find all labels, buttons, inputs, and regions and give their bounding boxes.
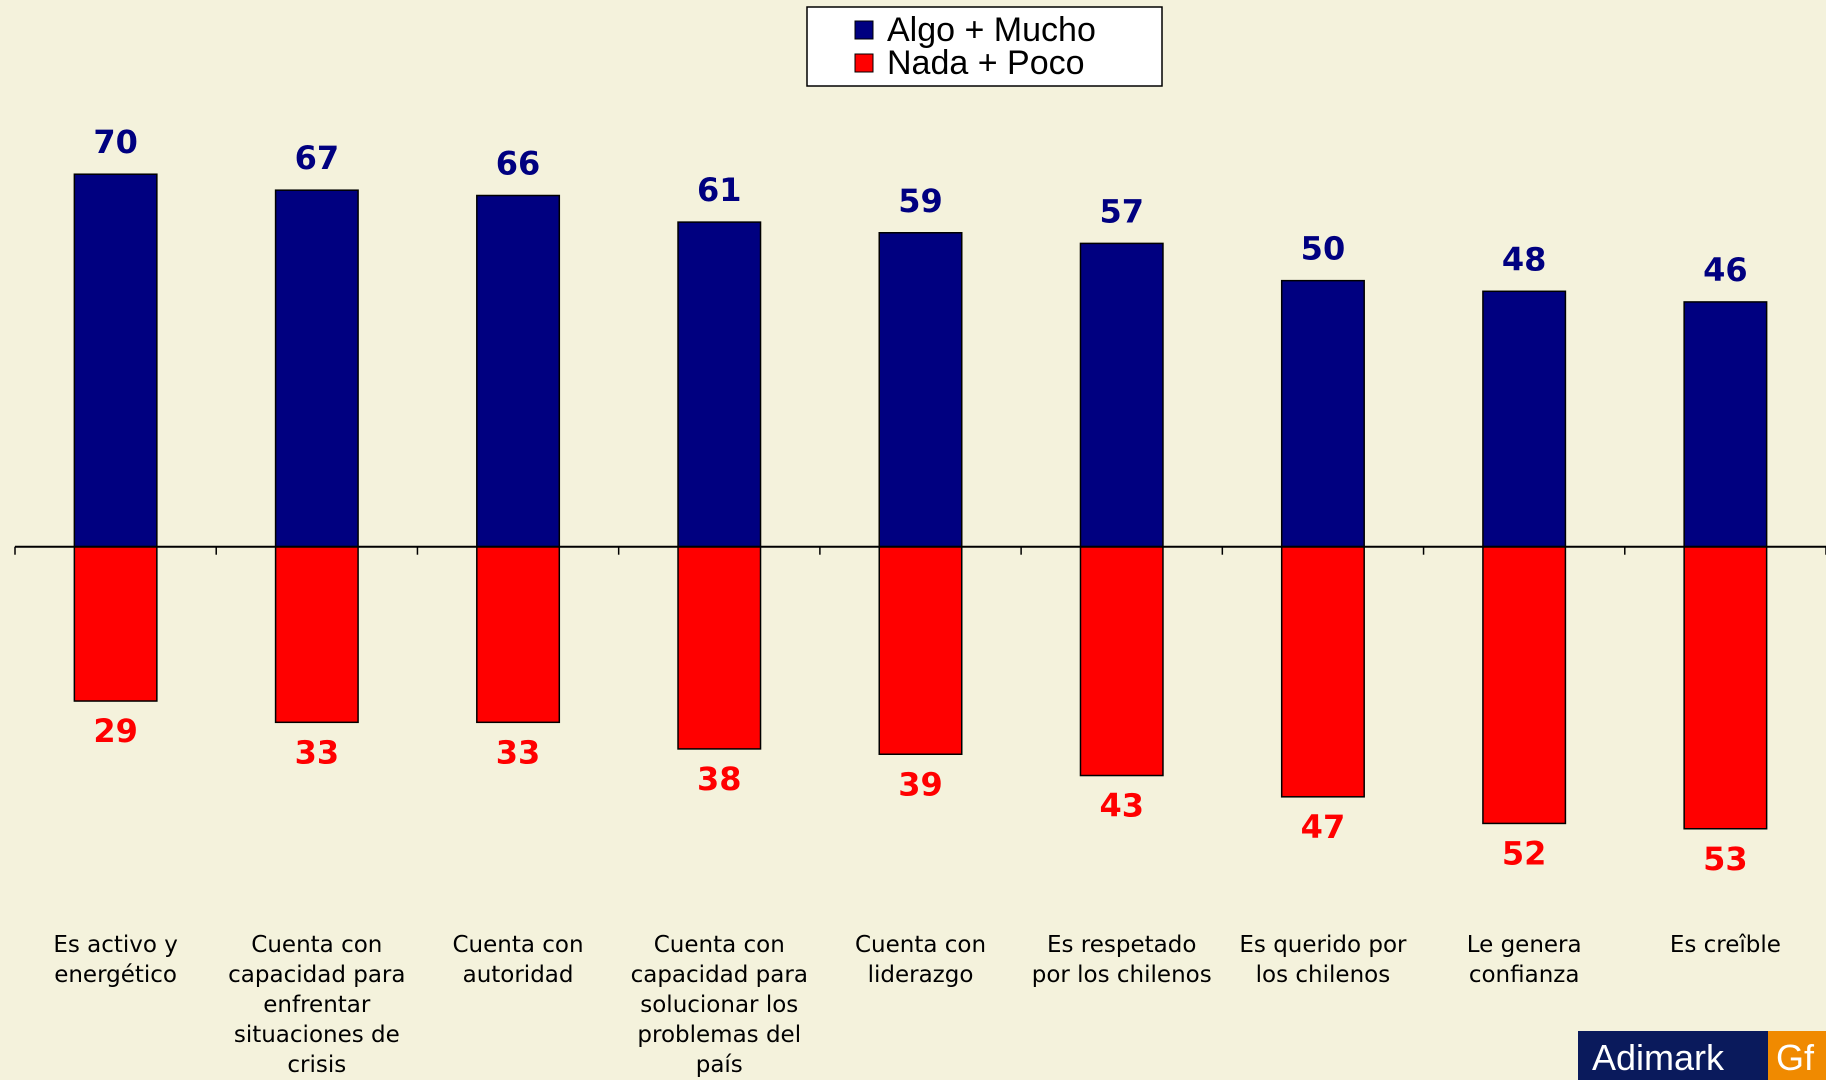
value-label: 48: [1502, 240, 1547, 278]
x-tick-label: Cuenta con autoridad: [452, 932, 584, 988]
bar: [1280, 545, 1365, 798]
bar: [476, 545, 561, 724]
x-tick-label: Es querido por los chilenos: [1239, 932, 1407, 988]
logo: Adimark Gf: [1578, 1031, 1826, 1080]
x-tick-label: Cuenta con capacidad para enfrentar situ…: [228, 932, 406, 1078]
value-label: 38: [697, 760, 742, 798]
legend-swatch: [854, 53, 874, 73]
logo-text: Gf: [1768, 1031, 1826, 1080]
value-label: 39: [898, 765, 943, 803]
logo-text: Adimark: [1592, 1037, 1725, 1078]
bar: [878, 232, 963, 548]
bar: [1280, 279, 1365, 548]
bar: [1079, 242, 1164, 548]
bar: [1482, 545, 1567, 825]
x-tick-label: Es creîble: [1669, 932, 1781, 958]
value-label: 57: [1099, 192, 1144, 230]
bar: [73, 173, 158, 548]
value-label: 29: [93, 712, 138, 750]
value-label: 52: [1502, 834, 1547, 872]
bar: [1079, 545, 1164, 777]
bar: [1683, 301, 1768, 548]
value-label: 50: [1301, 230, 1346, 268]
bar: [1683, 545, 1768, 830]
legend-label: Nada + Poco: [887, 44, 1085, 82]
value-label: 53: [1703, 840, 1748, 878]
value-label: 46: [1703, 251, 1748, 289]
legend-box: [806, 6, 1163, 87]
bar: [274, 189, 359, 548]
value-label: 59: [898, 182, 943, 220]
bar: [677, 221, 762, 548]
value-label: 33: [295, 733, 340, 771]
value-label: 43: [1099, 787, 1144, 825]
value-label: 47: [1301, 808, 1346, 846]
bar: [476, 194, 561, 548]
bar: [1482, 290, 1567, 548]
value-label: 33: [496, 733, 541, 771]
bar: [73, 545, 158, 702]
x-tick-label: Cuenta con liderazgo: [854, 932, 987, 988]
x-tick-label: Es respetado por los chilenos: [1031, 932, 1212, 988]
x-tick-label: Le genera confianza: [1466, 932, 1582, 988]
value-label: 67: [295, 139, 340, 177]
bar: [878, 545, 963, 756]
value-label: 70: [93, 123, 138, 161]
value-label: 66: [496, 145, 541, 183]
bar: [677, 545, 762, 750]
bar: [274, 545, 359, 724]
value-label: 61: [697, 171, 742, 209]
legend-swatch: [854, 20, 874, 40]
x-tick-label: Cuenta con capacidad para solucionar los…: [630, 932, 808, 1078]
x-tick-label: Es activo y energético: [53, 932, 178, 988]
legend-label: Algo + Mucho: [887, 11, 1096, 49]
